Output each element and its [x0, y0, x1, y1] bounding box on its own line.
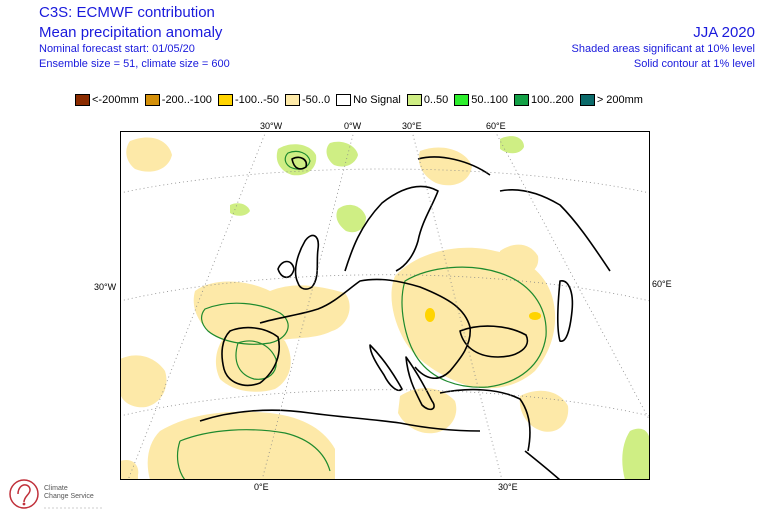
legend-swatch [579, 94, 595, 106]
forecast-start: Nominal forecast start: 01/05/20 [39, 43, 195, 55]
anomaly-region-greenland [126, 137, 172, 172]
coast-europe-main [259, 278, 471, 379]
anomaly-region-norwegian-sea [326, 141, 358, 167]
season-label: JJA 2020 [693, 24, 755, 41]
legend-swatch [217, 94, 233, 106]
axis-label-top-60e: 60°E [486, 121, 506, 131]
legend-swatch [75, 94, 90, 106]
chart-title: C3S: ECMWF contribution [39, 4, 215, 21]
coast-black-sea [459, 325, 529, 358]
axis-label-bottom-30e: 30°E [498, 482, 518, 492]
legend-label: <-200mm [92, 94, 139, 106]
contour-atlantic [201, 302, 289, 345]
legend-label: -100..-50 [234, 94, 279, 106]
axis-label-top-0w: 0°W [344, 121, 362, 131]
coast-caspian [556, 280, 574, 342]
anomaly-region-east-med [398, 388, 457, 434]
legend-label: 50..100 [471, 94, 508, 106]
legend-label: 100..200 [530, 94, 574, 106]
axis-label-top-30e: 30°E [402, 121, 422, 131]
axis-label-bottom-0e: 0°E [254, 482, 269, 492]
contour-iberia [235, 340, 277, 380]
anomaly-spot-ukraine [425, 308, 435, 322]
color-legend: <-200mm -200..-100 -100..-50 -50..0 No Signa… [75, 92, 649, 108]
legend-item: 100..200 [513, 94, 574, 106]
coast-scandinavia [344, 185, 439, 272]
coast-barents [417, 156, 611, 272]
coast-iberia [221, 326, 280, 387]
ensemble-size: Ensemble size = 51, climate size = 600 [39, 58, 230, 70]
anomaly-region-eastern-europe [391, 247, 556, 389]
coast-iceland [291, 156, 308, 170]
legend-item: -50..0 [284, 94, 331, 106]
svg-text:Climate: Climate [44, 485, 68, 492]
legend-item: -100..-50 [217, 94, 279, 106]
anomaly-region-middle-east [519, 390, 569, 432]
contour-eastern-europe [401, 266, 547, 388]
legend-label: No Signal [353, 94, 401, 106]
legend-swatch [513, 94, 529, 106]
coastlines [199, 156, 611, 480]
anomaly-spot-caspian [529, 312, 541, 320]
legend-label: 0..50 [423, 94, 449, 106]
legend-swatch [406, 94, 422, 106]
legend-item: 50..100 [454, 94, 508, 106]
legend-item: > 200mm [579, 94, 643, 106]
coast-ireland [277, 260, 295, 279]
legend-label: -50..0 [301, 94, 331, 106]
anomaly-region-scandinavia [336, 204, 366, 233]
axis-label-right-60e: 60°E [652, 279, 672, 289]
contour-north-africa [176, 429, 331, 480]
anomaly-region-canary [120, 459, 139, 480]
legend-label: > 200mm [596, 94, 643, 106]
precipitation-anomaly-map [120, 131, 650, 480]
legend-label: -200..-100 [161, 94, 212, 106]
anomaly-region-west-atlantic [120, 355, 167, 408]
legend-item: <-200mm [75, 94, 139, 106]
anomaly-region-iberia [215, 327, 291, 392]
significance-shaded-note: Shaded areas significant at 10% level [571, 43, 755, 55]
graticule [120, 131, 650, 480]
anomaly-region-east-africa [622, 428, 650, 480]
significance-contour-note: Solid contour at 1% level [633, 58, 755, 70]
coast-british-isles [294, 234, 320, 290]
dry-anomaly-regions [120, 137, 569, 480]
anomaly-region-russia-north [499, 244, 539, 274]
coast-turkey-levant [439, 388, 531, 452]
anomaly-region-atlantic-n [230, 203, 250, 216]
legend-item: -200..-100 [144, 94, 212, 106]
svg-text:Change Service: Change Service [44, 493, 94, 500]
legend-swatch [336, 94, 352, 106]
coast-north-africa [199, 409, 481, 432]
c3s-logo-icon: Climate Change Service [9, 479, 104, 509]
anomaly-region-north-africa [147, 411, 335, 480]
legend-item: No Signal [336, 94, 401, 106]
anomaly-region-arctic [500, 136, 524, 154]
coast-italy [369, 344, 403, 391]
strong-dry-anomaly-regions [425, 308, 541, 322]
significance-contours [176, 150, 547, 480]
c3s-logo: Climate Change Service [4, 474, 114, 514]
coast-balkans-greece [405, 356, 435, 411]
coast-red-sea [524, 450, 561, 480]
legend-swatch [144, 94, 160, 106]
chart-subtitle: Mean precipitation anomaly [39, 24, 223, 41]
axis-label-left-30w: 30°W [94, 282, 117, 292]
legend-swatch [454, 94, 470, 106]
legend-swatch [284, 94, 300, 106]
legend-item: 0..50 [406, 94, 449, 106]
axis-label-top-30w: 30°W [260, 121, 283, 131]
